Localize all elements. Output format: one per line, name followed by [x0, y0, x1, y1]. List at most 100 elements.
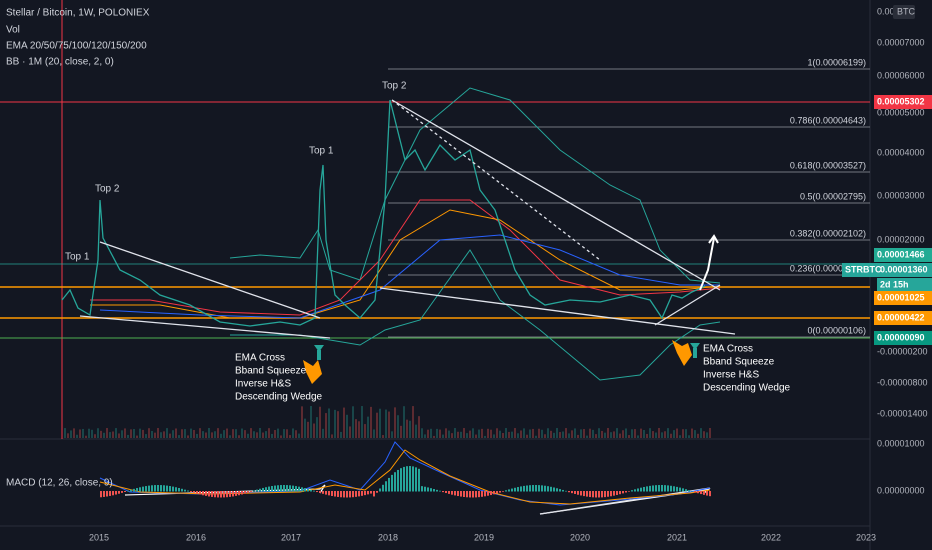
price-badge-text: 0.00000422 — [877, 312, 925, 322]
histogram-bar — [343, 491, 345, 498]
histogram-bar — [694, 491, 696, 493]
histogram-bar — [322, 491, 324, 494]
histogram-bar — [289, 485, 291, 492]
fib-label: 0.5(0.00002795) — [800, 191, 866, 201]
histogram-bar — [592, 491, 594, 498]
volume-bar — [262, 432, 264, 438]
volume-bar — [142, 429, 144, 438]
histogram-bar — [244, 491, 246, 494]
volume-bar — [94, 434, 96, 438]
histogram-bar — [676, 486, 678, 492]
histogram-bar — [634, 489, 636, 492]
volume-bar — [361, 406, 363, 438]
histogram-bar — [100, 491, 102, 498]
histogram-bar — [181, 488, 183, 492]
histogram-bar — [256, 489, 258, 492]
volume-bar — [115, 428, 117, 438]
macd-axis-label: 0.00001000 — [877, 438, 925, 448]
volume-bar — [112, 431, 114, 438]
volume-bar — [310, 406, 312, 438]
histogram-bar — [361, 491, 363, 496]
histogram-bar — [421, 486, 423, 492]
volume-bar — [685, 429, 687, 438]
volume-bar — [550, 430, 552, 438]
volume-bar — [442, 434, 444, 438]
histogram-bar — [250, 491, 252, 492]
histogram-bar — [688, 490, 690, 492]
volume-bar — [145, 434, 147, 438]
volume-bar — [436, 428, 438, 438]
volume-bar — [229, 435, 231, 438]
volume-bar — [106, 428, 108, 438]
histogram-bar — [619, 491, 621, 495]
histogram-bar — [400, 468, 402, 492]
date-label: 2019 — [474, 532, 494, 542]
volume-bar — [415, 424, 417, 438]
volume-bar — [148, 428, 150, 438]
histogram-bar — [616, 491, 618, 495]
histogram-bar — [697, 491, 699, 494]
price-label: 0.0000 — [877, 6, 905, 16]
price-label: 0.00004000 — [877, 147, 925, 157]
histogram-bar — [109, 491, 111, 496]
price-badge-text: 0.00001360 — [880, 264, 928, 274]
volume-bar — [421, 428, 423, 438]
histogram-bar — [229, 491, 231, 497]
fib-label: 0.786(0.00004643) — [790, 115, 866, 125]
histogram-bar — [526, 485, 528, 492]
histogram-bar — [166, 485, 168, 492]
histogram-bar — [454, 491, 456, 496]
volume-bar — [253, 431, 255, 438]
volume-bar — [670, 433, 672, 438]
volume-bar — [556, 428, 558, 438]
histogram-bar — [328, 491, 330, 496]
volume-bar — [340, 431, 342, 438]
volume-bar — [220, 433, 222, 438]
histogram-bar — [205, 491, 207, 496]
histogram-bar — [430, 488, 432, 492]
histogram-bar — [211, 491, 213, 497]
histogram-bar — [556, 488, 558, 492]
volume-bar — [349, 426, 351, 438]
volume-bar — [445, 428, 447, 438]
volume-bar — [133, 429, 135, 438]
histogram-bar — [262, 487, 264, 492]
volume-bar — [103, 432, 105, 438]
volume-bar — [406, 419, 408, 438]
histogram-bar — [469, 491, 471, 498]
histogram-bar — [562, 489, 564, 492]
histogram-bar — [202, 491, 204, 496]
histogram-bar — [295, 486, 297, 492]
histogram-bar — [193, 491, 195, 493]
volume-bar — [400, 425, 402, 438]
volume-bar — [244, 430, 246, 438]
volume-bar — [460, 431, 462, 438]
histogram-bar — [622, 491, 624, 494]
volume-bar — [679, 435, 681, 438]
histogram-bar — [424, 486, 426, 492]
volume-bar — [526, 434, 528, 438]
histogram-bar — [313, 490, 315, 492]
volume-bar — [652, 431, 654, 438]
volume-bar — [565, 428, 567, 438]
histogram-bar — [385, 481, 387, 492]
histogram-bar — [160, 485, 162, 492]
volume-bar — [583, 429, 585, 438]
histogram-bar — [283, 485, 285, 492]
histogram-bar — [640, 487, 642, 492]
histogram-bar — [553, 487, 555, 492]
volume-bar — [688, 435, 690, 438]
date-label: 2023 — [856, 532, 876, 542]
volume-bar — [235, 429, 237, 438]
histogram-bar — [607, 491, 609, 497]
histogram-bar — [493, 491, 495, 495]
volume-bar — [214, 431, 216, 438]
peak-label: Top 1 — [309, 146, 334, 157]
volume-bar — [169, 433, 171, 438]
histogram-bar — [178, 487, 180, 492]
histogram-bar — [127, 490, 129, 492]
volume-bar — [274, 429, 276, 438]
volume-bar — [277, 428, 279, 438]
histogram-bar — [667, 485, 669, 492]
histogram-bar — [379, 488, 381, 492]
